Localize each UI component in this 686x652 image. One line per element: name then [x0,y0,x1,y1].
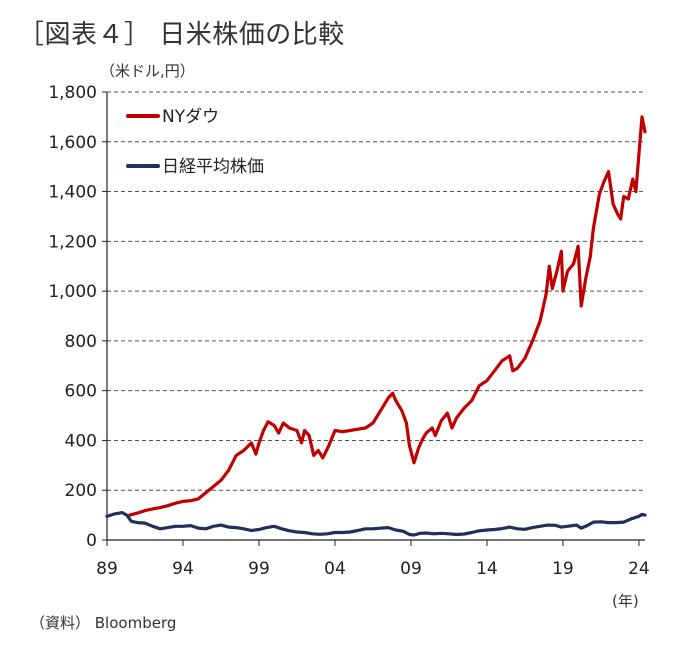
y-tick-label: 1,200 [48,232,97,252]
series-line-1 [105,511,647,537]
x-tick-label: 04 [324,559,346,579]
y-tick-label: 400 [65,431,97,451]
x-axis-ticks: 89 94 99 04 09 14 19 24 [96,540,650,579]
source-note: （資料） Bloomberg [30,614,177,632]
x-tick-label: 14 [476,559,498,579]
y-tick-label: 1,600 [48,133,97,153]
series-lines [105,115,647,537]
y-tick-label: 200 [65,481,97,501]
y-axis-ticks: 0 200 400 600 800 1,000 1,200 1,400 1,600 1,800 [48,83,107,551]
x-tick-label: 19 [552,559,574,579]
x-axis-unit: (年) [612,592,639,610]
y-tick-label: 1,400 [48,183,97,203]
y-tick-label: 1,800 [48,83,97,103]
chart-title: ［図表４］ 日米株価の比較 [18,20,345,50]
y-tick-label: 0 [86,531,97,551]
axes [106,92,645,541]
x-tick-label: 99 [248,559,270,579]
y-axis-unit: （米ドル,円） [100,62,195,80]
grid-lines [107,91,645,491]
y-tick-label: 1,000 [48,282,97,302]
y-tick-label: 800 [65,332,97,352]
legend-label: NYダウ [162,107,219,127]
series-line-0 [128,115,647,517]
x-tick-label: 09 [400,559,422,579]
legend-label: 日経平均株価 [162,157,264,177]
x-tick-label: 94 [172,559,194,579]
y-tick-label: 600 [65,382,97,402]
x-tick-label: 89 [96,559,118,579]
x-tick-label: 24 [628,559,650,579]
